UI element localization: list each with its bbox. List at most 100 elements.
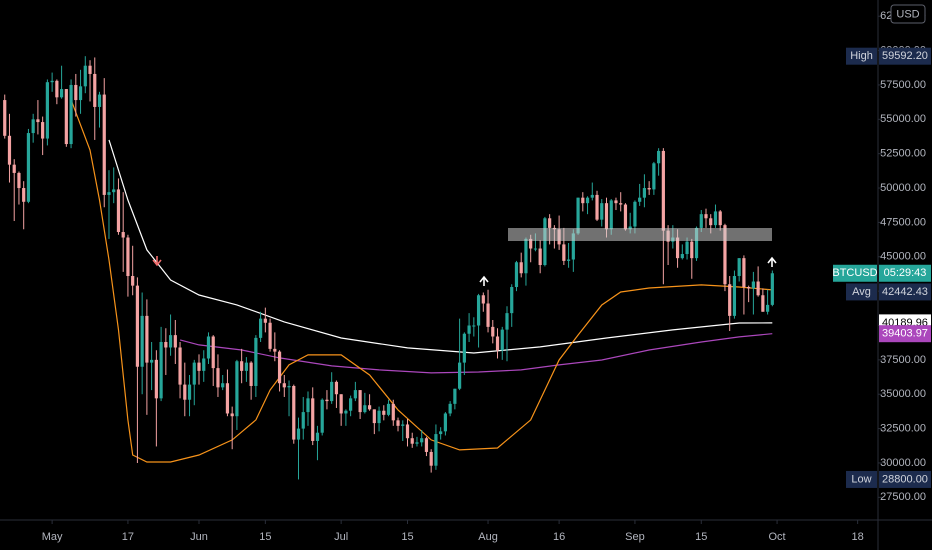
candle-body bbox=[325, 399, 329, 402]
candle-body bbox=[424, 438, 429, 452]
candle-body bbox=[187, 384, 192, 400]
symbol-box bbox=[833, 264, 877, 282]
candle-body bbox=[519, 262, 523, 274]
candle-body bbox=[41, 122, 45, 139]
x-tick-label: 15 bbox=[259, 531, 271, 543]
candle-body bbox=[240, 361, 244, 371]
candle-body bbox=[259, 318, 263, 338]
candle-body bbox=[164, 341, 168, 348]
candle-body bbox=[367, 405, 372, 410]
y-tick-label: 57500.00 bbox=[880, 79, 926, 91]
candle-body bbox=[510, 287, 514, 314]
candle-body bbox=[590, 194, 594, 198]
candle-body bbox=[443, 413, 447, 432]
candle-body bbox=[83, 65, 87, 87]
candle-body bbox=[121, 232, 125, 238]
candle-body bbox=[600, 203, 604, 220]
price-tag-value: 42442.43 bbox=[882, 286, 928, 298]
candle-body bbox=[45, 82, 49, 139]
candle-body bbox=[709, 218, 713, 226]
candle-body bbox=[576, 197, 580, 234]
x-tick-label: 18 bbox=[852, 531, 864, 543]
candle-body bbox=[159, 341, 163, 399]
candle-body bbox=[31, 119, 35, 134]
price-tag-name: Low bbox=[851, 473, 871, 485]
candle-body bbox=[704, 214, 708, 219]
countdown-label: 05:29:43 bbox=[884, 267, 927, 279]
candle-body bbox=[150, 359, 154, 363]
line-value-label: 39403.97 bbox=[882, 328, 928, 340]
candle-body bbox=[3, 100, 7, 136]
candle-body bbox=[728, 284, 732, 316]
plot-area bbox=[3, 56, 774, 480]
candle-body bbox=[168, 335, 173, 348]
price-tag-name-box bbox=[846, 470, 877, 488]
candle-body bbox=[311, 398, 315, 441]
candle-body bbox=[235, 361, 239, 417]
candle-body bbox=[533, 248, 538, 250]
candle-body bbox=[301, 412, 305, 429]
candle-body bbox=[116, 189, 121, 233]
down-arrow bbox=[152, 256, 162, 267]
candle-body bbox=[192, 362, 196, 385]
line-value-tag bbox=[879, 325, 931, 343]
candle-body bbox=[17, 172, 21, 189]
y-tick-label: 55000.00 bbox=[880, 113, 926, 125]
candle-body bbox=[439, 431, 443, 435]
candle-body bbox=[344, 410, 348, 414]
candle-body bbox=[211, 336, 215, 369]
candle-body bbox=[467, 325, 471, 334]
candle-body bbox=[685, 241, 689, 255]
candle-body bbox=[55, 80, 59, 98]
candle-body bbox=[410, 438, 414, 444]
candle-body bbox=[761, 295, 765, 312]
candle-body bbox=[315, 432, 320, 441]
candle-body bbox=[131, 276, 135, 286]
y-tick-label: 50000.00 bbox=[880, 182, 926, 194]
candle-body bbox=[349, 398, 353, 411]
candle-body bbox=[282, 383, 286, 388]
currency-button[interactable] bbox=[890, 4, 926, 24]
candle-body bbox=[642, 188, 647, 198]
candle-body bbox=[604, 203, 609, 230]
candle-body bbox=[756, 281, 760, 296]
candle-body bbox=[548, 218, 552, 228]
candle-body bbox=[225, 383, 230, 414]
candle-body bbox=[723, 225, 727, 285]
candle-body bbox=[458, 362, 462, 389]
candle-body bbox=[135, 285, 140, 367]
y-tick-label: 45000.00 bbox=[880, 251, 926, 263]
zone-box bbox=[508, 228, 772, 241]
candle-body bbox=[718, 211, 722, 226]
price-tag-value: 28800.00 bbox=[882, 473, 928, 485]
currency-label: USD bbox=[896, 8, 919, 20]
candle-body bbox=[500, 329, 504, 351]
candle-body bbox=[230, 413, 234, 417]
candle-body bbox=[26, 133, 31, 202]
candle-body bbox=[292, 385, 296, 440]
candle-body bbox=[562, 244, 566, 261]
candle-body bbox=[699, 214, 703, 228]
candle-body bbox=[320, 399, 324, 433]
candle-body bbox=[249, 362, 253, 386]
candle-body bbox=[401, 424, 405, 426]
candle-body bbox=[74, 84, 78, 101]
candle-body bbox=[287, 385, 291, 388]
up-arrow bbox=[767, 256, 777, 267]
candle-body bbox=[581, 197, 585, 204]
candle-body bbox=[765, 304, 770, 312]
price-tag-value-box bbox=[879, 47, 931, 65]
candle-body bbox=[619, 203, 623, 205]
candle-body bbox=[93, 73, 97, 107]
moving-average-line bbox=[108, 139, 773, 354]
moving-average-line bbox=[70, 99, 773, 463]
candle-body bbox=[476, 295, 481, 326]
candle-body bbox=[429, 451, 433, 466]
candle-body bbox=[372, 409, 376, 424]
candle-body bbox=[296, 428, 301, 440]
candle-body bbox=[277, 351, 282, 384]
x-tick-label: May bbox=[42, 531, 63, 543]
x-tick-label: 15 bbox=[401, 531, 413, 543]
candle-body bbox=[585, 197, 590, 204]
